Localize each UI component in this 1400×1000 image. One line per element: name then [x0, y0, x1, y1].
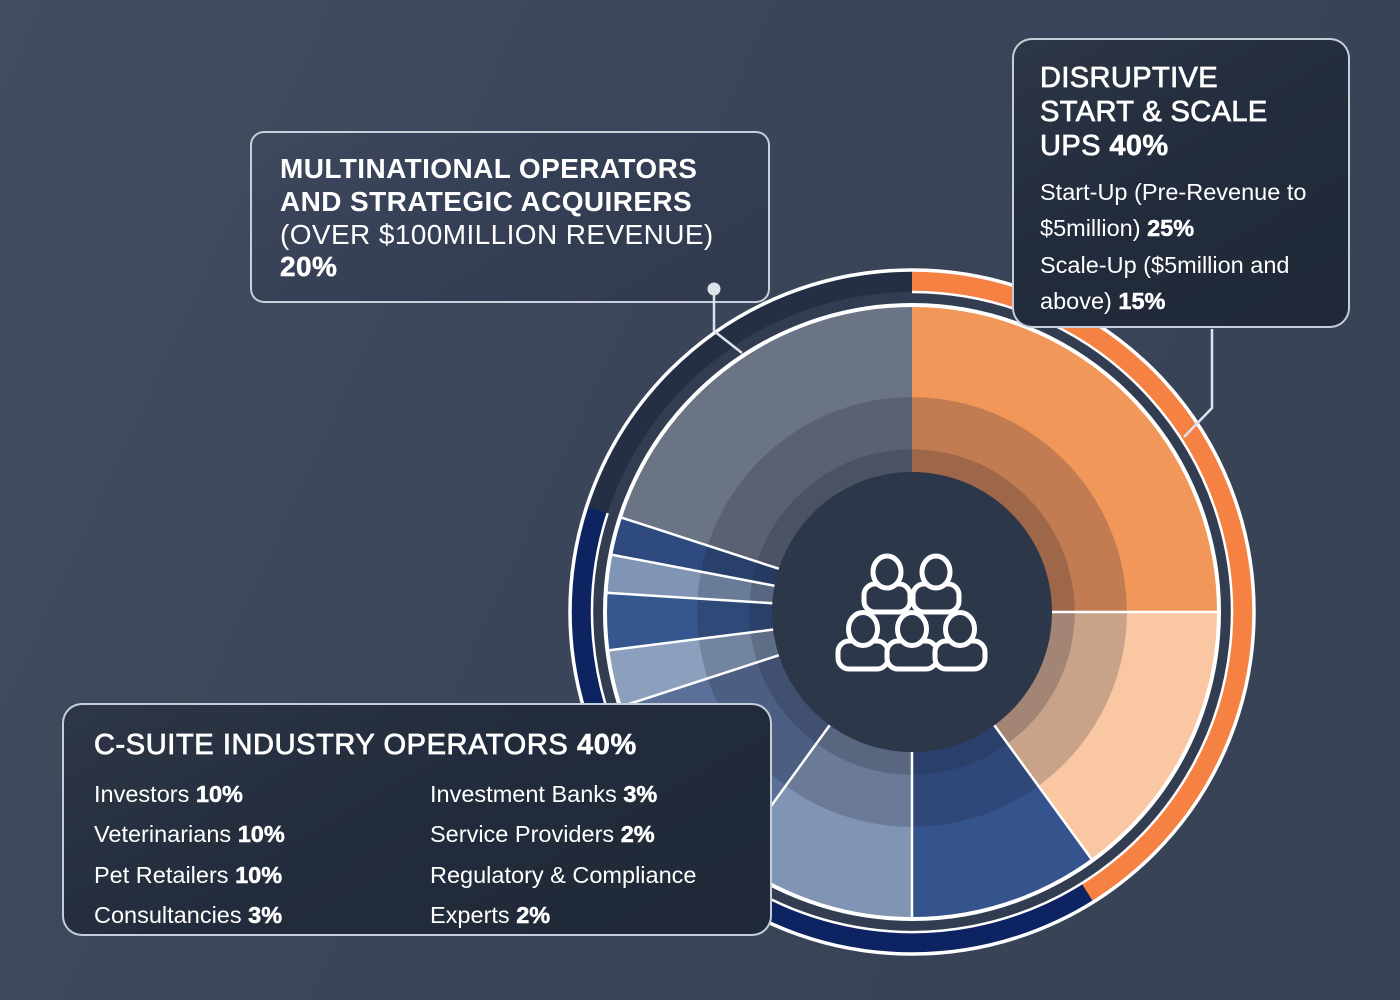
- legend-percentage: 10%: [235, 861, 283, 889]
- pie-outer-edge: [603, 303, 1221, 921]
- legend-percentage: 15%: [1118, 288, 1166, 315]
- gap-ring: [592, 292, 1232, 932]
- segment-divider: [619, 652, 784, 709]
- legend-percentage: 25%: [1147, 215, 1195, 242]
- legend-item: Regulatory & Compliance Experts 2%: [430, 855, 740, 936]
- accent-ring-outer-edge: [568, 268, 1256, 956]
- segment-divider: [610, 553, 779, 588]
- legend-item: Scale-Up ($5million and above) 15%: [1040, 247, 1322, 320]
- legend-item: Pet Retailers 10%: [94, 855, 430, 895]
- segment-divider: [607, 627, 778, 652]
- legend-item: Investors 10%: [94, 774, 430, 814]
- callout-multinational: MULTINATIONAL OPERATORS AND STRATEGIC AC…: [250, 131, 770, 303]
- legend-item: Investment Banks 3%: [430, 774, 740, 814]
- csuite-columns: Investors 10% Veterinarians 10% Pet Retail…: [94, 774, 740, 936]
- legend-label: Service Providers: [430, 821, 621, 848]
- callout-title-text: DISRUPTIVE START & SCALE UPS: [1040, 62, 1268, 163]
- callout-multinational-title: MULTINATIONAL OPERATORS AND STRATEGIC AC…: [280, 153, 698, 217]
- legend-label: Investors: [94, 781, 196, 807]
- people-group-icon: [835, 553, 988, 672]
- callout-disruptive: DISRUPTIVE START & SCALE UPS 40% Start-U…: [1012, 38, 1350, 328]
- legend-percentage: 10%: [237, 821, 285, 848]
- legend-label: Veterinarians: [94, 821, 238, 848]
- legend-percentage: 2%: [516, 902, 551, 929]
- legend-label: Scale-Up ($5million and above): [1040, 251, 1290, 315]
- callout-csuite-title: C-SUITE INDUSTRY OPERATORS 40%: [94, 729, 740, 762]
- person-back-left-icon: [861, 553, 913, 615]
- csuite-col-2: Investment Banks 3% Service Providers 2% R…: [430, 774, 740, 936]
- person-front-middle-icon: [884, 610, 940, 672]
- legend-percentage: 2%: [620, 821, 655, 848]
- legend-item: Consultancies 3%: [94, 895, 430, 935]
- callout-title-text: C-SUITE INDUSTRY OPERATORS: [94, 729, 569, 762]
- callout-title-percentage: 40%: [576, 729, 637, 762]
- csuite-col-1: Investors 10% Veterinarians 10% Pet Retail…: [94, 774, 430, 936]
- legend-percentage: 3%: [248, 902, 283, 929]
- segment-divider: [619, 515, 784, 572]
- callout-multinational-percentage: 20%: [280, 251, 338, 283]
- legend-label: Regulatory & Compliance Experts: [430, 861, 697, 929]
- accent-ring-c_suite: [569, 506, 1094, 955]
- person-front-right-icon: [932, 610, 988, 672]
- disruptive-items: Start-Up (Pre-Revenue to $5million) 25% S…: [1040, 174, 1322, 320]
- legend-item: Start-Up (Pre-Revenue to $5million) 25%: [1040, 174, 1322, 247]
- callout-multinational-subtitle: (OVER $100MILLION REVENUE): [280, 218, 714, 250]
- legend-item: Veterinarians 10%: [94, 814, 430, 854]
- legend-label: Investment Banks: [430, 781, 624, 807]
- legend-label: Start-Up (Pre-Revenue to $5million): [1040, 178, 1307, 242]
- pie-segment-investment_banks: [605, 592, 912, 651]
- segment-divider: [605, 591, 777, 605]
- legend-label: Pet Retailers: [94, 861, 236, 888]
- legend-item: Service Providers 2%: [430, 814, 740, 854]
- legend-label: Consultancies: [94, 902, 249, 929]
- callout-title-percentage: 40%: [1109, 129, 1169, 163]
- legend-percentage: 10%: [195, 781, 244, 808]
- callout-disruptive-title: DISRUPTIVE START & SCALE UPS 40%: [1040, 62, 1302, 164]
- person-back-right-icon: [910, 553, 962, 615]
- legend-percentage: 3%: [623, 781, 658, 808]
- callout-csuite: C-SUITE INDUSTRY OPERATORS 40% Investors…: [62, 703, 772, 936]
- segment-divider: [990, 721, 1094, 862]
